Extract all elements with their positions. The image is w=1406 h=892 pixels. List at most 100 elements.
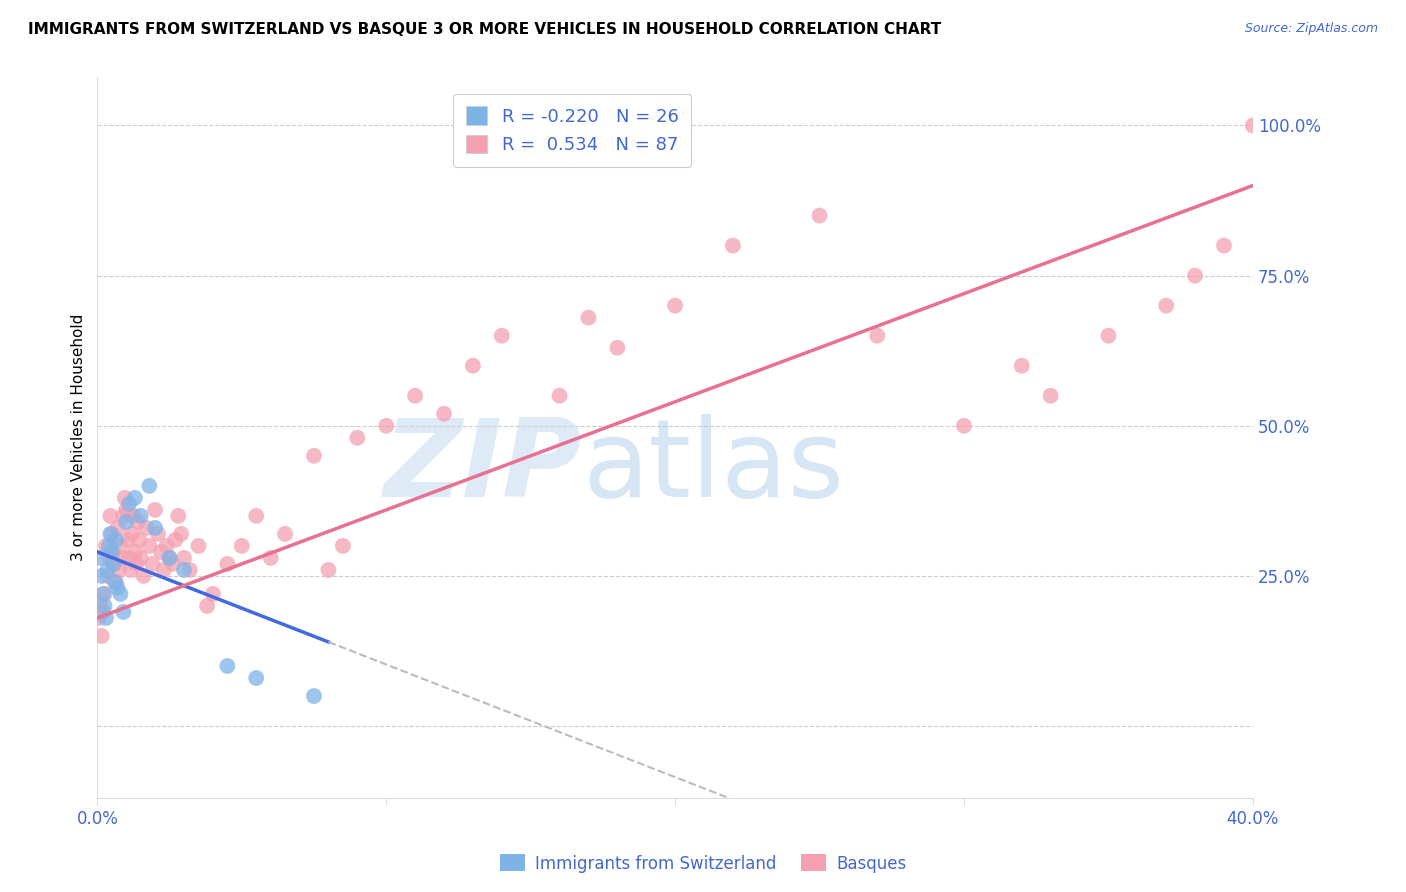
Point [1386, 148, 1406, 162]
Point [108, 563, 131, 577]
Point [122, 508, 145, 523]
Text: Source: ZipAtlas.com: Source: ZipAtlas.com [1244, 22, 1378, 36]
Point [346, 431, 368, 445]
Point [112, 605, 135, 619]
Point [90, 629, 112, 643]
Point [1299, 299, 1322, 313]
Point [96, 569, 118, 583]
Point [125, 557, 148, 571]
Point [115, 503, 138, 517]
Point [98, 508, 121, 523]
Text: atlas: atlas [582, 414, 845, 520]
Point [548, 389, 571, 403]
Point [103, 545, 125, 559]
Point [664, 299, 686, 313]
Point [953, 418, 976, 433]
Point [105, 533, 128, 547]
Point [159, 550, 181, 565]
Point [128, 533, 150, 547]
Point [491, 328, 513, 343]
Point [104, 557, 127, 571]
Point [90, 569, 112, 583]
Point [173, 563, 195, 577]
Point [159, 550, 181, 565]
Point [132, 569, 155, 583]
Point [94, 611, 117, 625]
Point [112, 508, 135, 523]
Point [1213, 238, 1236, 252]
Point [111, 550, 134, 565]
Point [165, 533, 187, 547]
Point [110, 587, 132, 601]
Point [146, 527, 169, 541]
Point [138, 539, 160, 553]
Point [87, 611, 110, 625]
Point [1256, 389, 1278, 403]
Point [135, 521, 157, 535]
Point [107, 521, 129, 535]
Point [115, 515, 138, 529]
Point [245, 671, 267, 685]
Point [606, 341, 628, 355]
Point [179, 563, 201, 577]
Point [173, 550, 195, 565]
Legend: R = -0.220   N = 26, R =  0.534   N = 87: R = -0.220 N = 26, R = 0.534 N = 87 [453, 94, 692, 167]
Point [274, 527, 297, 541]
Point [101, 545, 124, 559]
Y-axis label: 3 or more Vehicles in Household: 3 or more Vehicles in Household [72, 314, 86, 561]
Point [461, 359, 484, 373]
Point [138, 479, 160, 493]
Point [375, 418, 398, 433]
Point [433, 407, 456, 421]
Point [217, 557, 239, 571]
Point [93, 599, 115, 613]
Point [1357, 178, 1379, 193]
Point [260, 550, 283, 565]
Point [91, 587, 114, 601]
Point [93, 587, 115, 601]
Point [141, 557, 163, 571]
Text: IMMIGRANTS FROM SWITZERLAND VS BASQUE 3 OR MORE VEHICLES IN HOUSEHOLD CORRELATIO: IMMIGRANTS FROM SWITZERLAND VS BASQUE 3 … [28, 22, 942, 37]
Point [101, 527, 124, 541]
Point [578, 310, 600, 325]
Point [98, 527, 121, 541]
Point [96, 563, 118, 577]
Legend: Immigrants from Switzerland, Basques: Immigrants from Switzerland, Basques [494, 847, 912, 880]
Point [332, 539, 354, 553]
Point [866, 328, 889, 343]
Point [721, 238, 744, 252]
Point [149, 545, 172, 559]
Point [124, 491, 146, 505]
Text: ZIP: ZIP [384, 414, 582, 520]
Point [808, 209, 831, 223]
Point [1184, 268, 1206, 283]
Point [97, 550, 120, 565]
Point [118, 497, 141, 511]
Point [404, 389, 426, 403]
Point [118, 550, 141, 565]
Point [162, 557, 184, 571]
Point [152, 563, 174, 577]
Point [143, 521, 166, 535]
Point [187, 539, 209, 553]
Point [143, 503, 166, 517]
Point [1313, 268, 1336, 283]
Point [1039, 389, 1062, 403]
Point [107, 581, 129, 595]
Point [105, 574, 128, 589]
Point [114, 491, 136, 505]
Point [1271, 359, 1294, 373]
Point [104, 574, 127, 589]
Point [91, 605, 114, 619]
Point [103, 557, 125, 571]
Point [1154, 299, 1177, 313]
Point [217, 659, 239, 673]
Point [127, 515, 149, 529]
Point [94, 539, 117, 553]
Point [89, 599, 111, 613]
Point [121, 527, 143, 541]
Point [195, 599, 218, 613]
Point [110, 539, 132, 553]
Point [231, 539, 253, 553]
Point [201, 587, 224, 601]
